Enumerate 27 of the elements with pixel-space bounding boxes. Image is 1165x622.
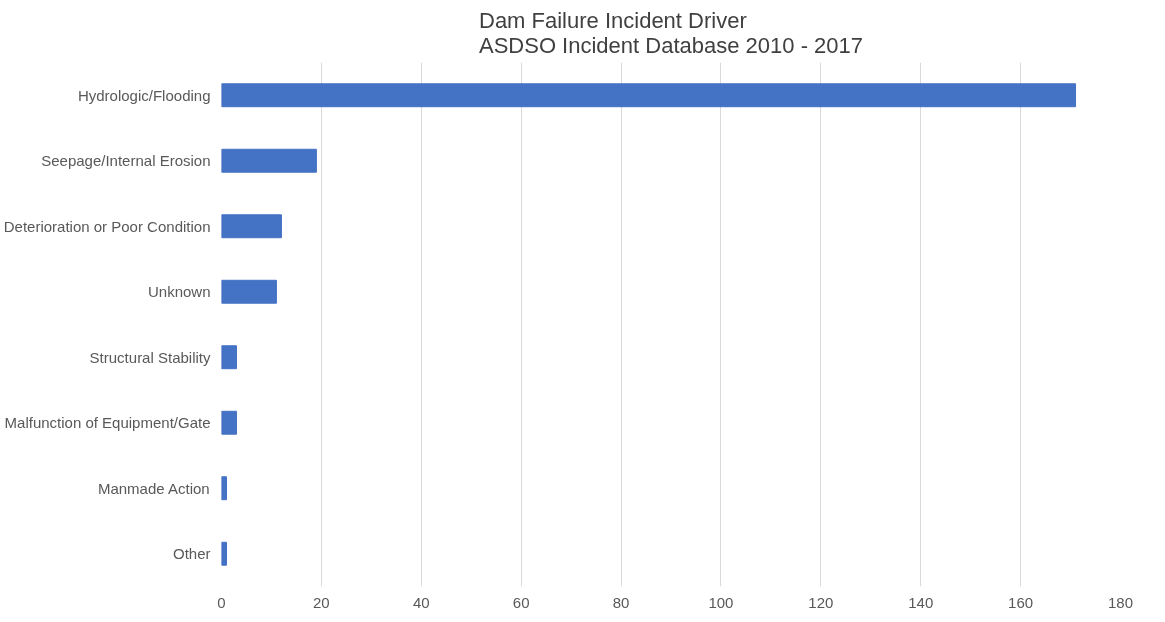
x-tick-label: 80	[612, 593, 630, 611]
y-tick-label: Unknown	[147, 283, 211, 301]
y-tick-label: Seepage/Internal Erosion	[41, 152, 211, 170]
y-tick-label: Structural Stability	[89, 348, 211, 366]
x-tick-label: 40	[412, 593, 430, 611]
bar	[221, 148, 317, 173]
bar	[221, 410, 237, 435]
x-tick-label: 100	[708, 593, 734, 611]
bar	[221, 476, 227, 501]
y-tick-label: Manmade Action	[97, 479, 210, 497]
bar	[221, 83, 1077, 108]
x-tick-label: 140	[908, 593, 934, 611]
x-tick-label: 20	[313, 593, 330, 611]
bar	[221, 541, 227, 566]
y-tick-label: Other	[172, 545, 211, 563]
bar	[221, 214, 282, 239]
x-tick-label: 120	[808, 593, 834, 611]
x-tick-label: 180	[1107, 593, 1134, 611]
x-tick-label: 160	[1008, 593, 1034, 611]
bar	[221, 279, 277, 304]
x-tick-label: 60	[512, 593, 530, 611]
y-tick-label: Malfunction of Equipment/Gate	[4, 414, 211, 432]
x-tick-label: 0	[217, 593, 226, 611]
chart-title: Dam Failure Incident Driver ASDSO Incident Database 2010 - 2017	[478, 7, 864, 58]
bar	[221, 345, 237, 370]
y-tick-label: Hydrologic/Flooding	[77, 86, 211, 104]
y-tick-label: Deterioration or Poor Condition	[3, 217, 211, 235]
